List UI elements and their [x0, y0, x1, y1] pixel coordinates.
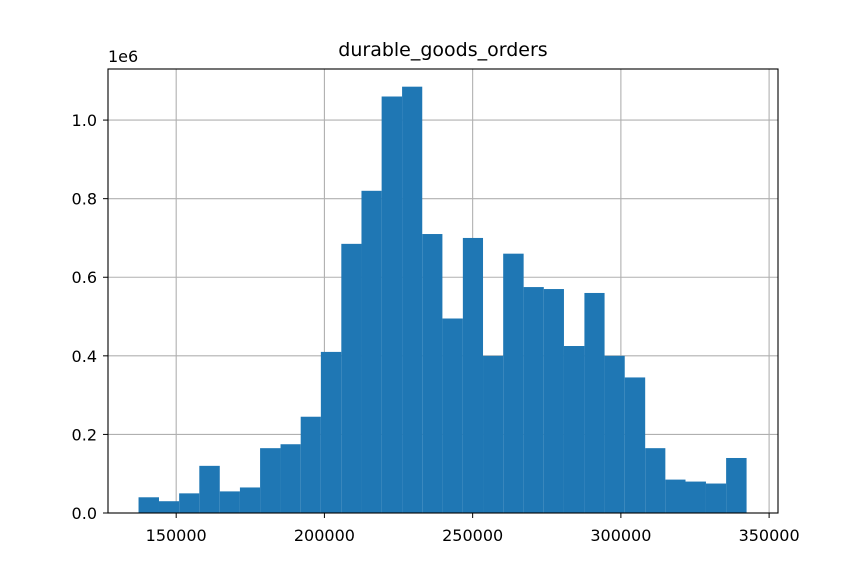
histogram-bar — [604, 355, 625, 513]
histogram-bar — [442, 318, 463, 513]
histogram-bar — [563, 346, 585, 513]
histogram-bars — [138, 86, 747, 514]
histogram-bar — [503, 253, 524, 514]
histogram-bar — [422, 234, 443, 513]
x-tick-label: 300000 — [590, 526, 651, 545]
x-tick-label: 350000 — [739, 526, 800, 545]
histogram-bar — [483, 355, 504, 513]
histogram-bar — [199, 465, 220, 513]
y-tick-label: 1.0 — [72, 111, 97, 130]
histogram-bar — [402, 86, 423, 513]
x-tick-label: 200000 — [294, 526, 355, 545]
x-tick-label: 150000 — [146, 526, 207, 545]
histogram-bar — [584, 292, 605, 513]
histogram-bar — [320, 351, 342, 513]
histogram-bar — [280, 444, 301, 513]
histogram-bar — [138, 497, 159, 513]
histogram-bar — [381, 96, 403, 513]
x-tick-label: 250000 — [442, 526, 503, 545]
axes-frame — [107, 68, 779, 514]
histogram-bar — [645, 448, 666, 513]
histogram-bar — [624, 377, 646, 513]
y-tick-label: 0.0 — [72, 504, 97, 523]
axis-ticks: 150000 200000 250000 300000 350000 0.0 0.2 0.4 0… — [72, 111, 800, 545]
histogram-bar — [300, 416, 321, 513]
y-tick-label: 0.2 — [72, 425, 97, 444]
y-tick-label: 0.6 — [72, 268, 97, 287]
histogram-bar — [158, 501, 180, 513]
histogram-bar — [543, 289, 564, 513]
y-axis-offset-label: 1e6 — [108, 47, 138, 66]
histogram-bar — [462, 237, 484, 513]
histogram-bar — [361, 190, 382, 514]
histogram-bar — [685, 481, 706, 513]
histogram-bar — [219, 491, 240, 513]
histogram-bar — [523, 287, 544, 513]
histogram-bar — [341, 243, 362, 514]
y-tick-label: 0.4 — [72, 347, 97, 366]
histogram-bar — [260, 448, 281, 513]
histogram-bar — [726, 457, 747, 513]
histogram-bar — [179, 493, 200, 513]
chart-title: durable_goods_orders — [338, 39, 547, 61]
histogram-bar — [665, 479, 686, 513]
histogram-bar — [705, 483, 727, 513]
y-tick-label: 0.8 — [72, 190, 97, 209]
histogram-bar — [239, 487, 261, 513]
